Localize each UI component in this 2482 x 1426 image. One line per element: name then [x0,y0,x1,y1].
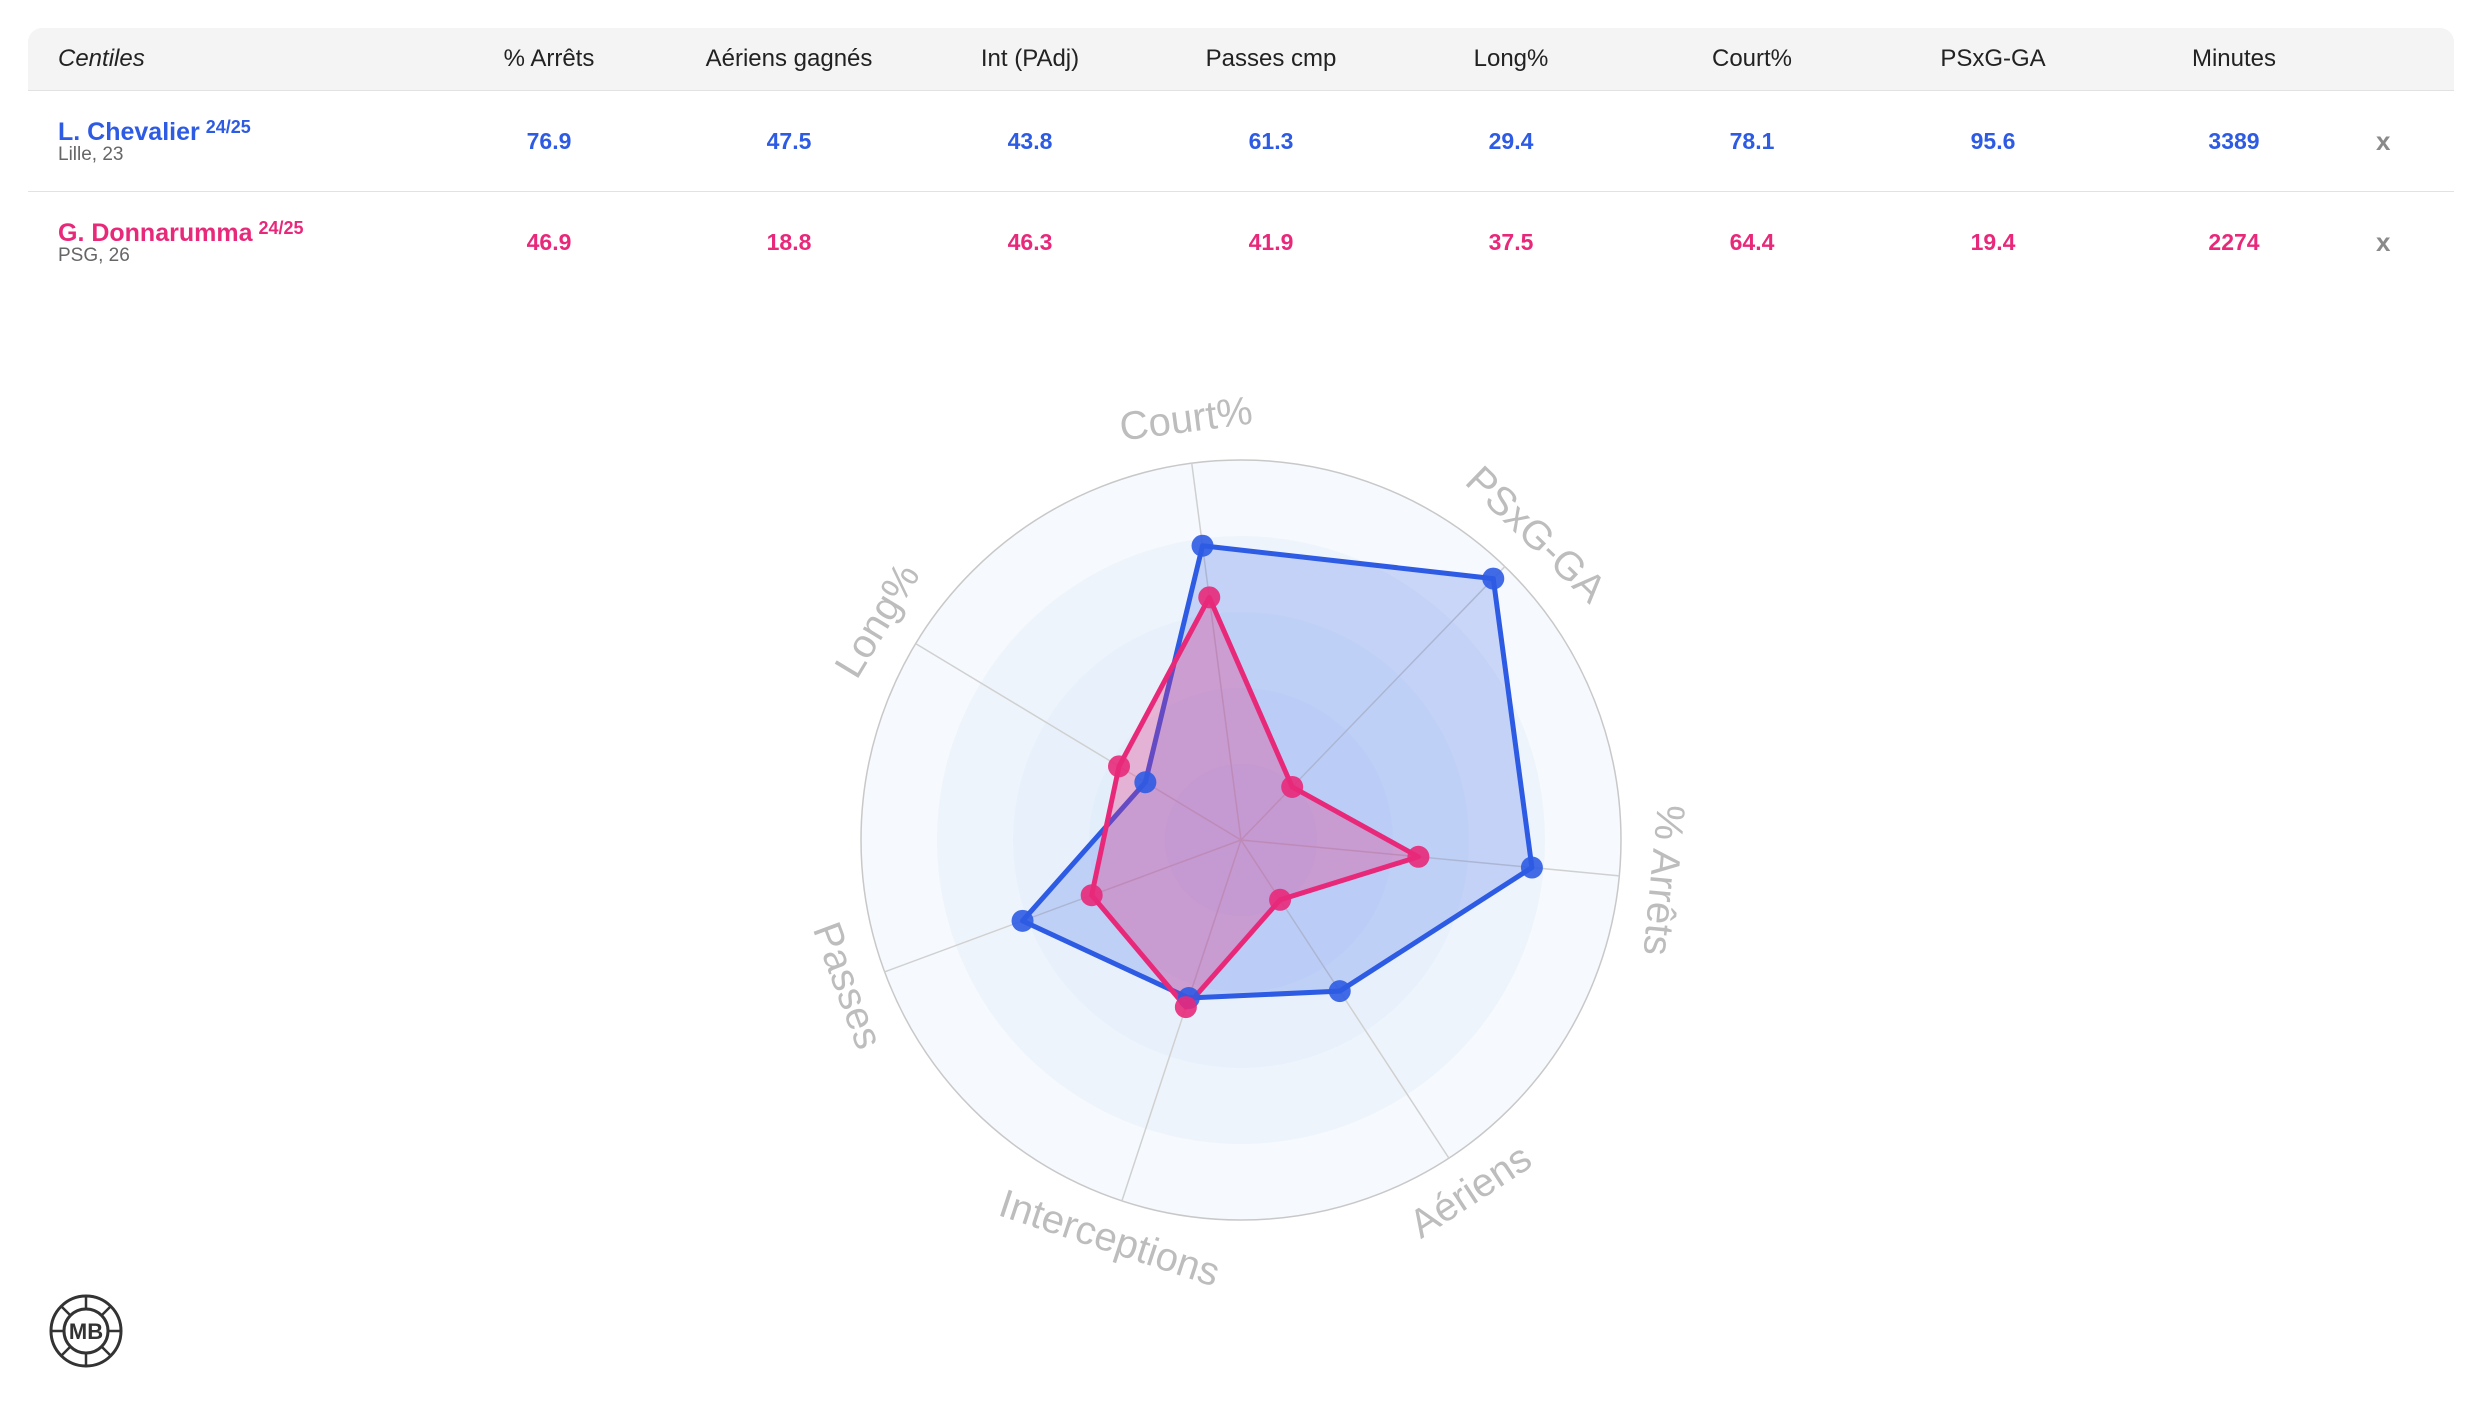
data-point [1174,996,1197,1019]
value-minutes: 2274 [2208,229,2260,255]
header-col-interceptions[interactable]: Int (PAdj) [980,45,1080,72]
mb-logo-icon: MB [49,1294,123,1368]
data-point [1108,755,1131,778]
header-col-psxg[interactable]: PSxG-GA [1940,45,2046,72]
radar-spoke [915,642,1242,841]
value-aerials: 47.5 [766,128,812,154]
header-col-saves[interactable]: % Arrêts [503,45,595,72]
value-passes: 41.9 [1248,229,1294,255]
value-short: 64.4 [1729,229,1775,255]
value-interceptions: 46.3 [1007,229,1053,255]
data-point [1134,771,1157,794]
value-minutes: 3389 [2208,128,2260,154]
series-area-donnarumma [1089,594,1421,1010]
value-psxg: 19.4 [1970,229,2016,255]
header-col-long[interactable]: Long% [1473,45,1549,72]
table-header: Centiles % Arrêts Aériens gagnés Int (PA… [28,28,2454,91]
player-row: G. Donnarumma 24/25 PSG, 26 46.9 18.8 46.… [28,192,2454,292]
comparison-table: Centiles % Arrêts Aériens gagnés Int (PA… [28,28,2454,292]
player-season: 24/25 [258,218,304,238]
value-psxg: 95.6 [1970,128,2016,154]
player-name[interactable]: G. Donnarumma 24/25 [58,218,304,247]
radar-spoke [1121,839,1242,1202]
value-short: 78.1 [1729,128,1775,154]
header-col-short[interactable]: Court% [1711,45,1793,72]
header-col-minutes[interactable]: Minutes [2191,45,2277,72]
data-point [1328,980,1351,1003]
remove-player-button[interactable]: x [2376,227,2391,257]
axis-label: Court% [1117,389,1255,450]
value-interceptions: 43.8 [1007,128,1053,154]
player-name[interactable]: L. Chevalier 24/25 [58,117,251,146]
value-passes: 61.3 [1248,128,1294,154]
player-row: L. Chevalier 24/25 Lille, 23 76.9 47.5 43… [28,91,2454,192]
data-point [1080,884,1103,907]
data-point [1407,845,1430,868]
header-col-aerials[interactable]: Aériens gagnés [705,45,873,72]
player-club: Lille, 23 [58,144,124,165]
radar-spoke [1240,839,1620,877]
player-club: PSG, 26 [58,245,130,266]
logo-text: MB [69,1319,103,1344]
value-aerials: 18.8 [766,229,812,255]
value-long: 29.4 [1488,128,1534,154]
data-point [1281,775,1304,798]
header-centiles: Centiles [58,45,145,72]
axis-label: % Arrêts [1635,803,1693,958]
value-long: 37.5 [1488,229,1534,255]
radar-spoke [884,839,1242,973]
value-saves: 46.9 [526,229,572,255]
remove-player-button[interactable]: x [2376,126,2391,156]
data-point [1482,567,1505,590]
data-point [1011,909,1034,932]
data-point [1198,586,1221,609]
value-saves: 76.9 [526,128,572,154]
data-point [1520,856,1543,879]
radar-spoke [1190,463,1242,841]
series-area-chevalier [1020,543,1535,1001]
player-season: 24/25 [205,117,251,137]
data-point [1269,888,1292,911]
header-col-passes[interactable]: Passes cmp [1205,45,1337,72]
data-point [1191,534,1214,557]
